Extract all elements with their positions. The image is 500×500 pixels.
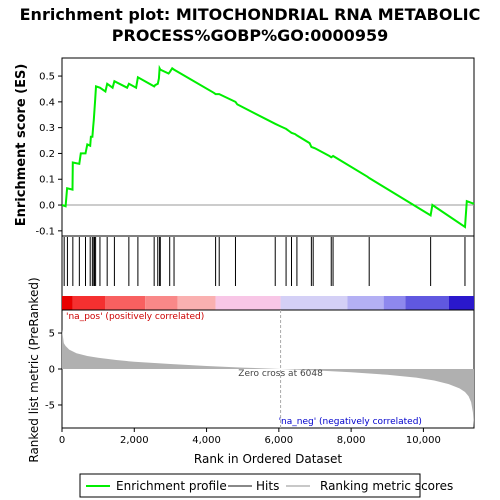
ranked-x-tick-label: 4,000 [192,435,221,446]
color-bar-segment [347,296,384,310]
hit-lines [63,237,466,286]
color-bar-segment [280,296,348,310]
hits-panel [61,235,475,311]
ranked-x-tick-label: 8,000 [337,435,366,446]
ranked-y-ticks: -5 0 5 [45,329,62,411]
ranked-x-ticks: 0 2,000 4,000 6,000 8,000 10,000 [59,428,441,446]
es-y-tick-label: 0.4 [39,97,55,108]
ranked-y-axis-label: Ranked list metric (PreRanked) [27,277,41,462]
ranked-x-axis-label: Rank in Ordered Dataset [194,452,342,466]
es-y-tick-label: 0.0 [39,201,55,212]
ranked-x-tick-label: 0 [59,435,65,446]
chart-title-line2: PROCESS%GOBP%GO:0000959 [112,26,388,45]
ranked-y-tick-label: -5 [45,400,55,411]
es-y-tick-label: 0.1 [39,175,55,186]
es-y-tick-label: -0.1 [35,226,55,237]
es-y-axis-label: Enrichment score (ES) [14,64,29,227]
color-bar-segment [72,296,106,310]
ranked-panel: Zero cross at 6048 'na_pos' (positively … [27,277,475,466]
es-y-tick-label: 0.5 [39,72,55,83]
legend-label-ranking: Ranking metric scores [320,479,453,493]
ranked-y-tick-label: 5 [49,329,55,340]
color-bar-segment [405,296,449,310]
enrichment-profile-line [61,64,475,229]
ranked-x-tick-label: 2,000 [120,435,149,446]
color-bar-segment [448,296,474,310]
es-y-ticks: -0.1 0.0 0.1 0.2 0.3 0.4 0.5 [35,72,62,237]
legend-label-hits: Hits [256,479,279,493]
zero-cross-label: Zero cross at 6048 [238,369,323,379]
color-bar-segment [177,296,216,310]
es-y-tick-label: 0.2 [39,149,55,160]
ranking-color-bar [62,296,474,310]
ranked-x-tick-label: 10,000 [406,435,441,446]
positive-correlation-label: 'na_pos' (positively correlated) [66,312,204,322]
es-panel: -0.1 0.0 0.1 0.2 0.3 0.4 0.5 Enrichment score … [14,57,475,237]
color-bar-segment [62,296,73,310]
color-bar-segment [383,296,406,310]
es-y-tick-label: 0.3 [39,123,55,134]
ranked-y-tick-label: 0 [49,365,55,376]
color-bar-segment [145,296,178,310]
legend-label-enrichment: Enrichment profile [116,479,227,493]
legend: Enrichment profile Hits Ranking metric s… [79,473,453,498]
color-bar-segment [215,296,281,310]
es-panel-frame [61,57,475,237]
chart-title-line1: Enrichment plot: MITOCHONDRIAL RNA METAB… [20,5,481,24]
ranked-x-tick-label: 6,000 [265,435,294,446]
negative-correlation-label: 'na_neg' (negatively correlated) [279,417,422,427]
color-bar-segment [105,296,146,310]
